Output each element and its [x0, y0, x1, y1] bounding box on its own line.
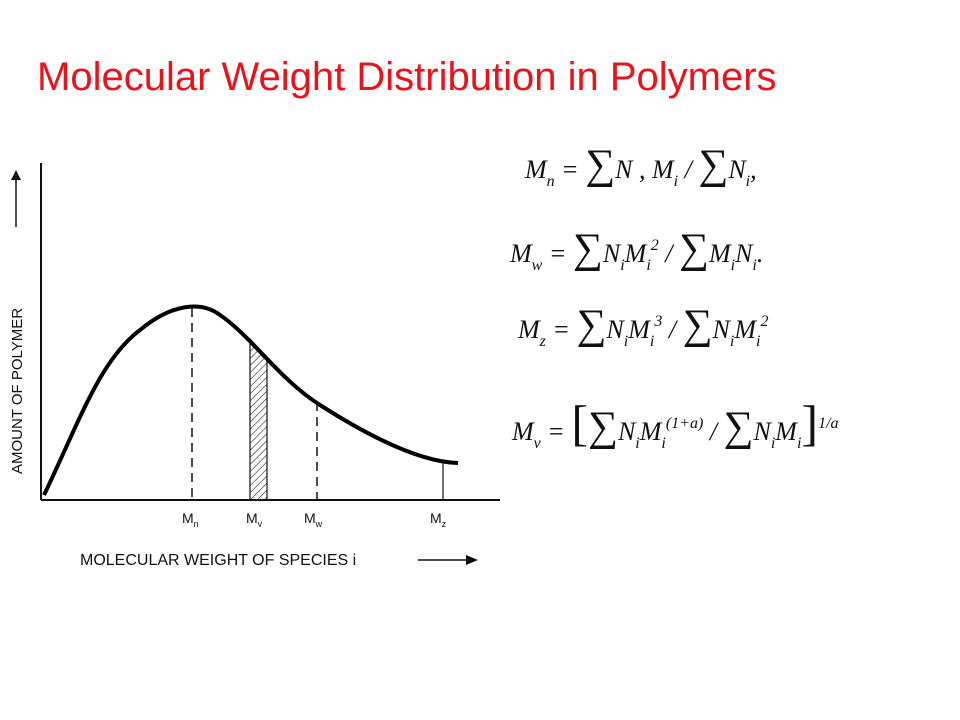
equation-part: i — [797, 435, 801, 452]
equation-part: 2 — [651, 237, 659, 254]
equation-part: N — [727, 155, 747, 184]
equation-part: (1+a) — [666, 415, 703, 432]
equation-part: w — [532, 257, 543, 274]
marker-base: M — [246, 510, 258, 526]
marker-labels: Mn Mv Mw Mz — [182, 510, 447, 529]
marker-base: M — [430, 510, 442, 526]
equation-part: M — [627, 315, 651, 344]
marker-sub: w — [315, 519, 323, 529]
slide-title: Molecular Weight Distribution in Polymer… — [37, 55, 777, 99]
equation-part: ∑ — [573, 226, 603, 272]
y-arrow-head — [11, 170, 21, 180]
equation-part: = — [546, 315, 577, 344]
equation-part: ∑ — [585, 142, 615, 188]
equation-part: M — [524, 155, 548, 184]
equation-part: . — [757, 239, 764, 268]
equation-part: N — [712, 315, 732, 344]
equation-part: i — [661, 435, 665, 452]
equation-part: i — [771, 435, 775, 452]
x-arrow-head — [466, 555, 478, 565]
equation-part: N — [753, 417, 773, 446]
equation-part: M — [509, 239, 533, 268]
equation-part: N — [734, 239, 754, 268]
distribution-curve — [42, 304, 459, 496]
equation: Mn = ∑N , Mi / ∑Ni, — [524, 142, 757, 190]
equation-part: / — [659, 239, 679, 268]
marker-label: Mz — [430, 510, 447, 529]
marker-sub: n — [194, 519, 199, 529]
equation-part: 2 — [760, 313, 768, 330]
equation-part: 3 — [653, 313, 662, 330]
equation-part: M — [708, 239, 732, 268]
equation-part: v — [534, 435, 542, 452]
equation-part: i — [730, 333, 734, 350]
equation-part: M — [774, 417, 798, 446]
equation-part: N , M — [614, 155, 675, 184]
equation-part: ∑ — [724, 404, 754, 450]
equation-part: M — [517, 315, 541, 344]
equation-part: [ — [571, 395, 588, 451]
equations: Mn = ∑N , Mi / ∑Ni,Mw = ∑NiMi2 / ∑MiNi.M… — [509, 142, 839, 452]
equation-part: i — [650, 333, 654, 350]
equation-part: i — [624, 333, 628, 350]
equation-part: ∑ — [679, 226, 709, 272]
equation-part: i — [756, 333, 760, 350]
equation-part: = — [541, 417, 572, 446]
equation-part: i — [635, 435, 639, 452]
equation-part: z — [539, 333, 547, 350]
marker-label: Mw — [304, 510, 323, 529]
marker-sub: v — [258, 519, 263, 529]
x-axis-label: MOLECULAR WEIGHT OF SPECIES i — [80, 552, 356, 569]
equation: Mv = [∑NiMi(1+a) / ∑NiMi]1/a — [511, 395, 839, 452]
equation-part: / — [678, 155, 698, 184]
equation: Mz = ∑NiMi3 / ∑NiMi2 — [517, 302, 768, 350]
equation-part: n — [547, 173, 555, 190]
equation-part: M — [511, 417, 535, 446]
marker-label: Mn — [182, 510, 199, 529]
equation-part: N — [617, 417, 637, 446]
y-axis-label: AMOUNT OF POLYMER — [9, 308, 26, 474]
equation-part: i — [674, 173, 678, 190]
equation-part: ∑ — [698, 142, 728, 188]
equation-part: ] — [801, 395, 818, 451]
marker-base: M — [182, 510, 194, 526]
equation-part: i — [620, 257, 624, 274]
equation-part: / — [662, 315, 682, 344]
marker-label: Mv — [246, 510, 263, 529]
equation-part: M — [624, 239, 648, 268]
equation-part: 1/a — [818, 415, 838, 432]
equation-part: i — [746, 173, 750, 190]
equation-part: / — [703, 417, 723, 446]
equation-part: M — [639, 417, 663, 446]
equation-part: ∑ — [683, 302, 713, 348]
equation-part: = — [555, 155, 586, 184]
equation: Mw = ∑NiMi2 / ∑MiNi. — [509, 226, 763, 274]
equation-part: ∑ — [588, 404, 618, 450]
hatched-slice — [249, 337, 268, 501]
equation-part: N — [605, 315, 625, 344]
equation-part: M — [733, 315, 757, 344]
equation-part: i — [752, 257, 756, 274]
equation-part: = — [542, 239, 573, 268]
marker-base: M — [304, 510, 316, 526]
equation-part: ∑ — [576, 302, 606, 348]
equation-part: i — [646, 257, 650, 274]
equation-part: i — [731, 257, 735, 274]
equation-part: , — [750, 155, 757, 184]
marker-sub: z — [442, 519, 447, 529]
equation-part: N — [602, 239, 622, 268]
